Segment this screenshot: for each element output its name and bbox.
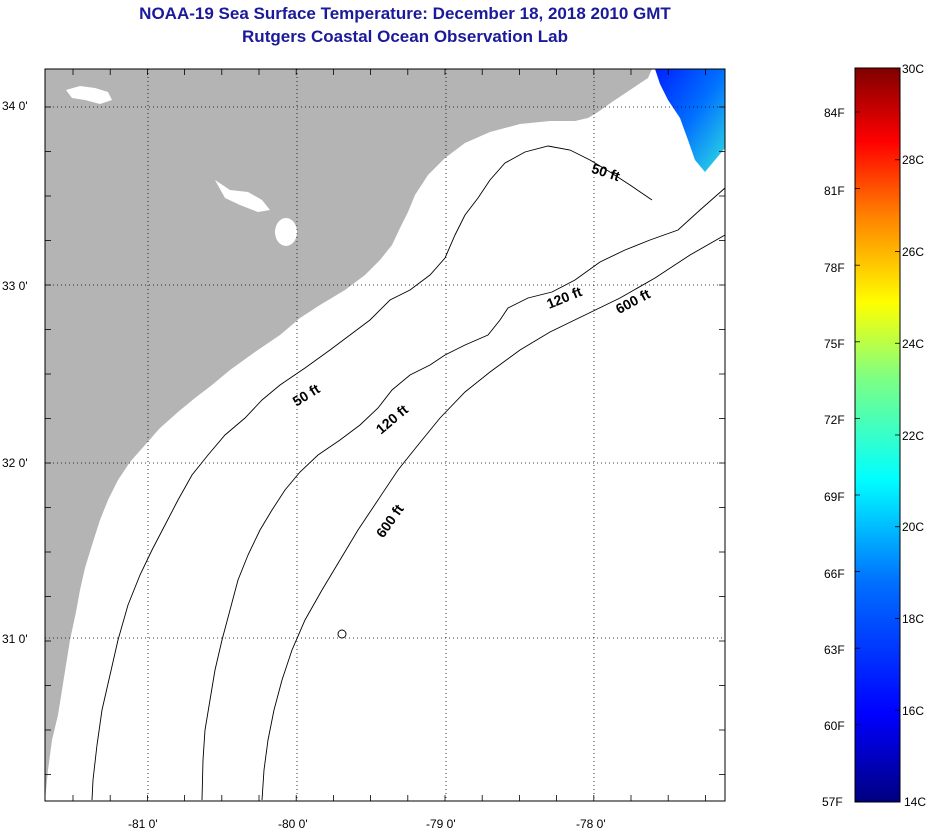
sst-map: 50 ft 120 ft 600 ft 50 ft 120 ft 600 ft … <box>2 68 726 831</box>
lat-label: 33 0' <box>2 279 28 293</box>
lon-label: -81 0' <box>128 817 158 831</box>
lon-label: -78 0' <box>576 817 606 831</box>
contour-label: 120 ft <box>373 401 412 437</box>
fahrenheit-label: 57F <box>822 795 843 809</box>
fahrenheit-label: 69F <box>824 490 845 504</box>
map-frame <box>44 68 726 802</box>
contour-120ft <box>201 187 726 801</box>
lake-patch <box>275 218 297 246</box>
lat-label: 31 0' <box>2 632 28 646</box>
contour-50ft <box>91 145 653 801</box>
celsius-label: 14C <box>904 795 926 809</box>
fahrenheit-label: 78F <box>824 261 845 275</box>
lat-label: 34 0' <box>2 99 28 113</box>
celsius-label: 26C <box>902 245 924 259</box>
contour-label: 600 ft <box>373 501 407 540</box>
axis-ticks <box>45 69 725 801</box>
fahrenheit-label: 81F <box>824 184 845 198</box>
lat-label: 32 0' <box>2 456 28 470</box>
land-mass <box>45 69 652 800</box>
lon-label: -80 0' <box>278 817 308 831</box>
map-title: NOAA-19 Sea Surface Temperature: Decembe… <box>139 4 671 23</box>
celsius-label: 22C <box>902 429 924 443</box>
celsius-label: 16C <box>902 704 924 718</box>
contour-600ft <box>261 234 726 801</box>
contour-label: 120 ft <box>544 283 584 312</box>
celsius-label: 30C <box>902 62 924 76</box>
fahrenheit-label: 63F <box>824 643 845 657</box>
celsius-label: 24C <box>902 337 924 351</box>
contour-label: 50 ft <box>290 380 323 409</box>
map-subtitle: Rutgers Coastal Ocean Observation Lab <box>242 27 568 46</box>
fahrenheit-label: 75F <box>824 337 845 351</box>
sst-data-patch <box>655 69 725 172</box>
celsius-label: 18C <box>902 612 924 626</box>
fahrenheit-label: 60F <box>824 719 845 733</box>
contour-label: 50 ft <box>590 160 623 184</box>
celsius-label: 28C <box>902 153 924 167</box>
lake-patch <box>215 180 270 212</box>
colorbar-gradient <box>854 67 901 803</box>
lake-patch <box>66 86 112 104</box>
fahrenheit-label: 72F <box>824 413 845 427</box>
graticule <box>45 69 725 801</box>
fahrenheit-label: 84F <box>824 106 845 120</box>
seamount-contour <box>337 629 347 639</box>
celsius-label: 20C <box>902 520 924 534</box>
colorbar-ticks <box>855 67 900 803</box>
fahrenheit-label: 66F <box>824 567 845 581</box>
colorbar: 30C 28C 26C 24C 22C 20C 18C 16C 14C 84F … <box>822 62 926 809</box>
lon-label: -79 0' <box>426 817 456 831</box>
